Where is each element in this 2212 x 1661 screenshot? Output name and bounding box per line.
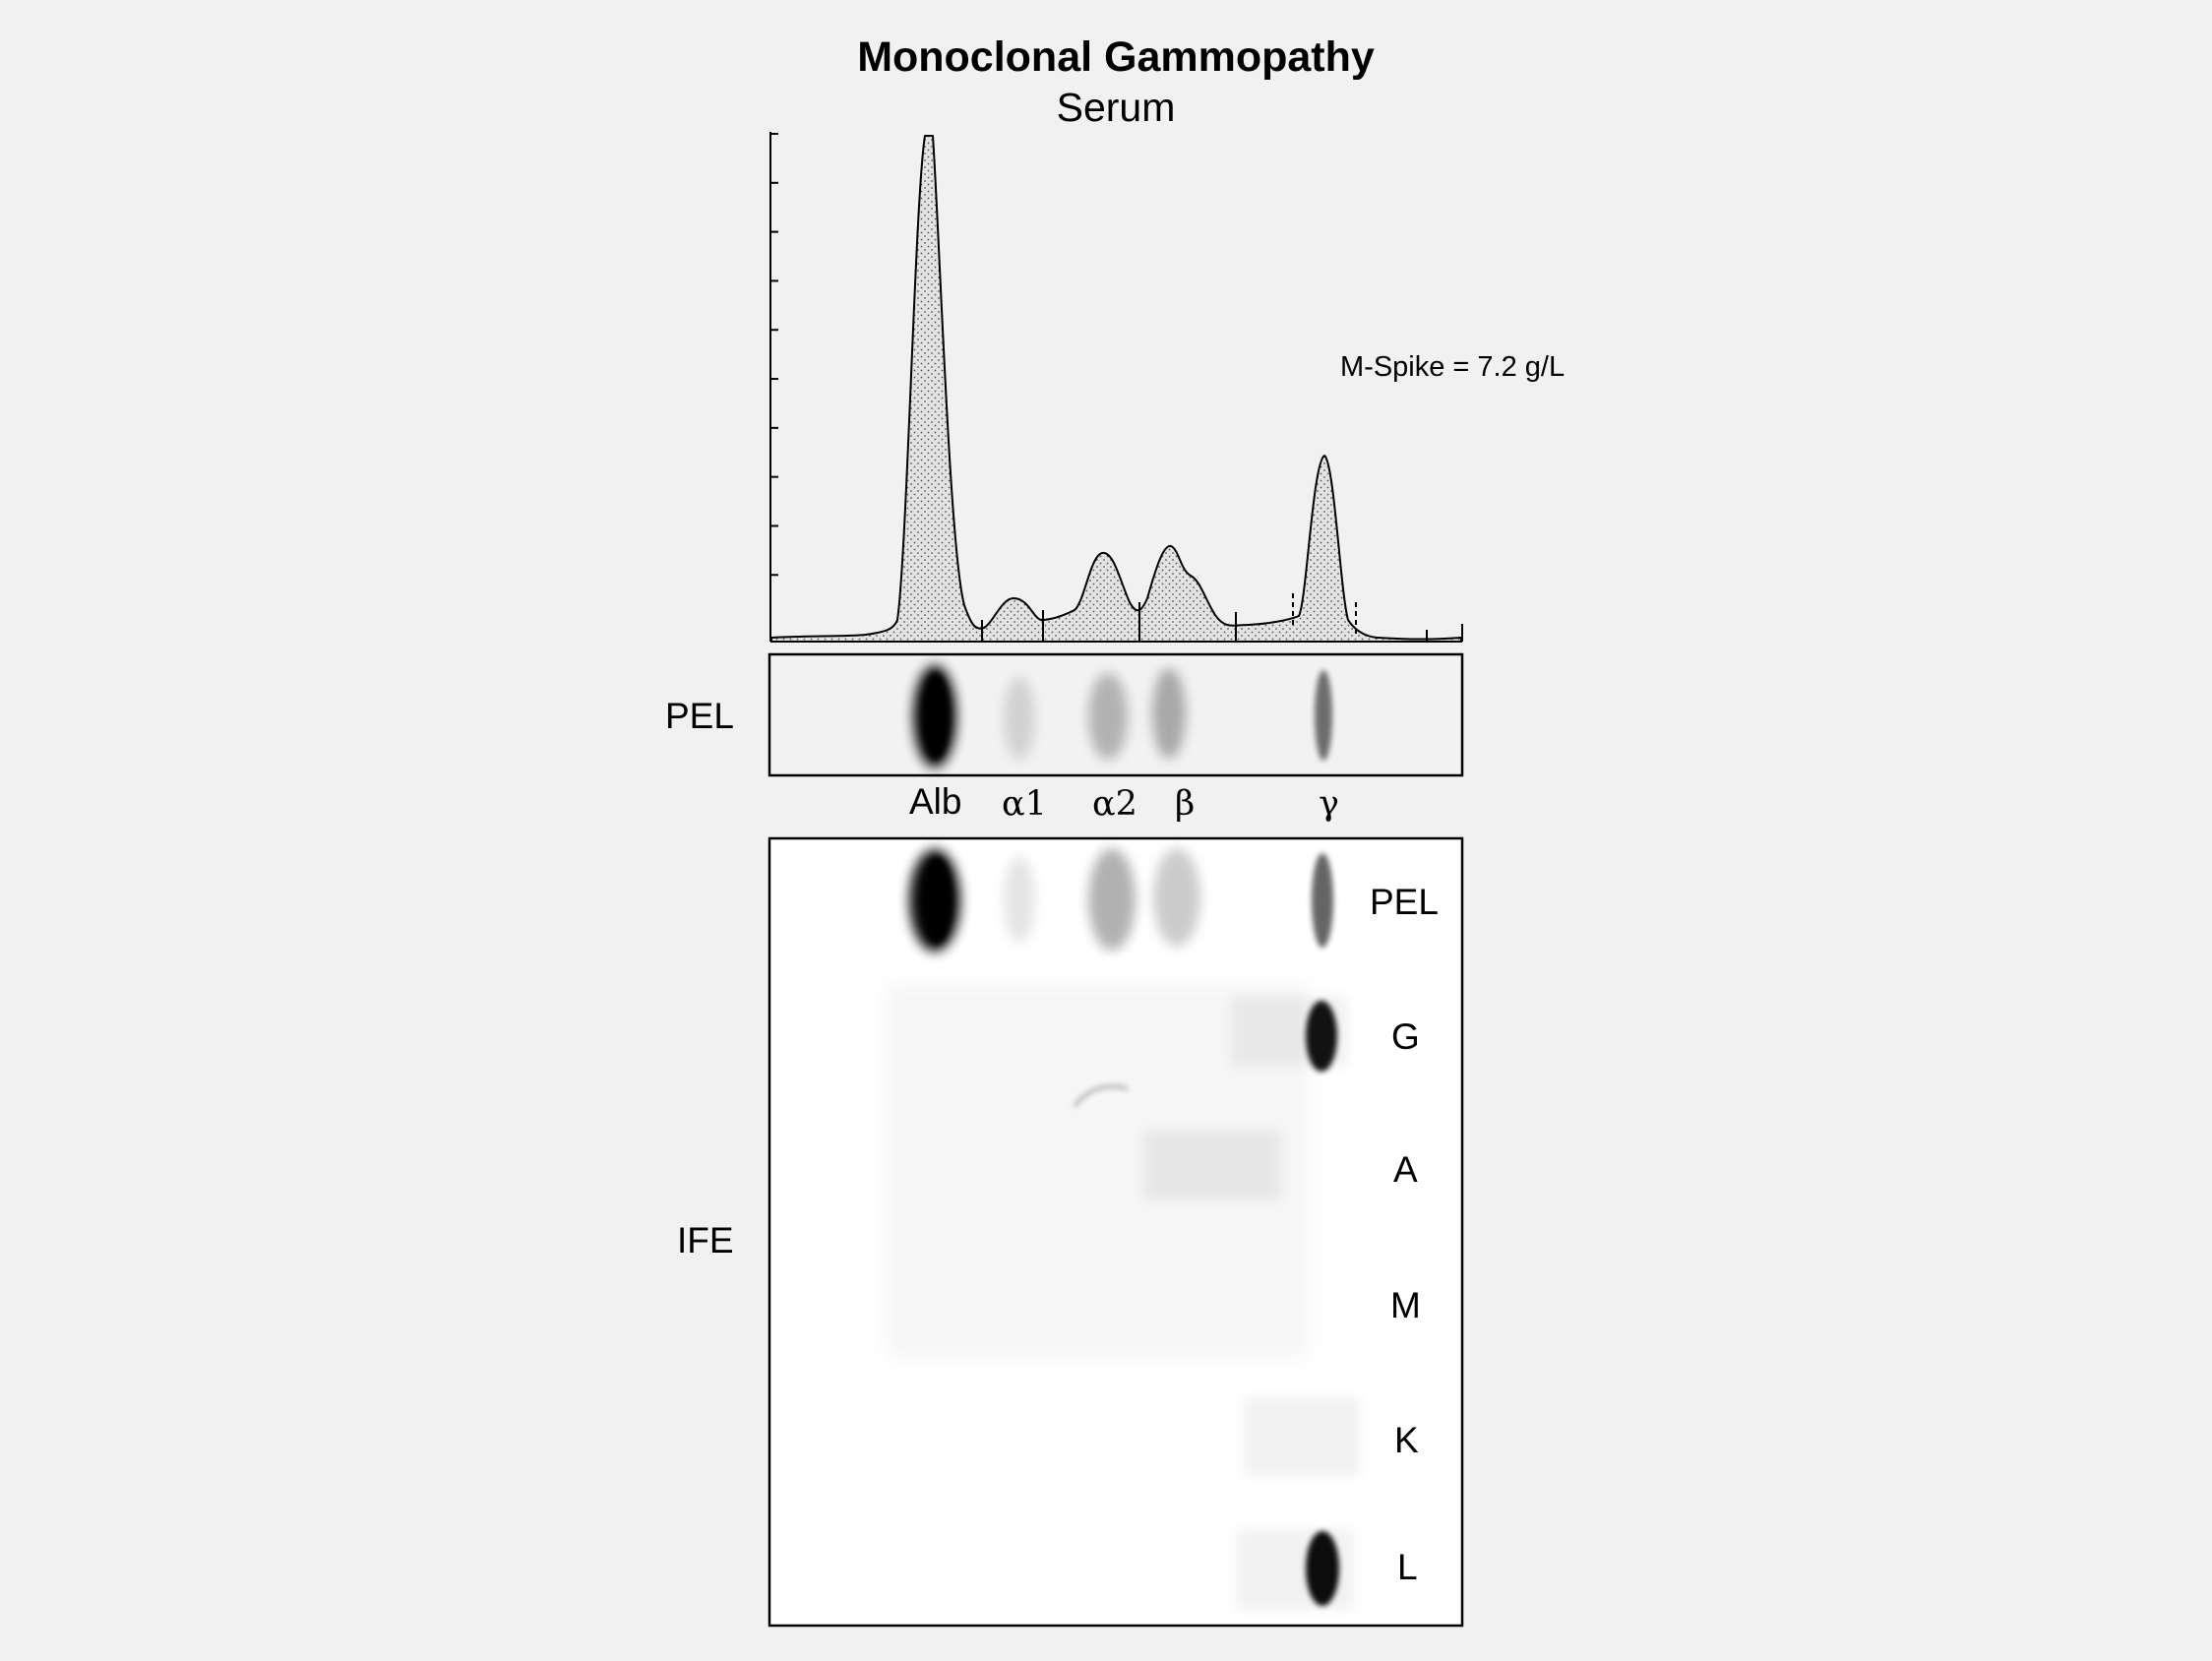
m-spike-annotation: M-Spike = 7.2 g/L [1340,351,1565,383]
pel-bands [913,665,1332,768]
ife-lane-label-pel: PEL [1370,882,1439,922]
fraction-label-beta: β [1175,784,1195,824]
ife-lane-label-a: A [1393,1149,1418,1190]
ife-lane-label-k: K [1394,1420,1419,1460]
pel-band-g [1315,670,1332,761]
pel-band-a2 [1088,673,1128,760]
figure-title: Monoclonal Gammopathy [857,33,1375,81]
ife-pel-band-a2 [1088,848,1136,951]
fraction-label-alpha2: α2 [1092,784,1137,824]
ife-l-band-gamma [1306,1531,1339,1606]
ife-row-label: IFE [677,1220,734,1261]
ife-pel-band-b [1153,848,1200,947]
ife-lane-label-m: M [1390,1285,1421,1325]
pel-strip: PEL [665,652,1464,777]
ife-lane-label-l: L [1397,1547,1418,1587]
ife-lane-g [1230,996,1348,1072]
pel-row-label: PEL [665,696,734,736]
fraction-label-gamma: γ [1319,784,1339,824]
figure-subtitle: Serum [1056,85,1176,130]
ife-pel-band-alb-core [921,857,952,944]
densitometry-y-ticks [770,133,778,577]
densitometry-curve [770,135,1462,643]
ife-a-smear-beta [1143,1130,1281,1200]
ife-lane-k [1244,1397,1360,1476]
ife-gel: PEL G A M K L IFE [677,836,1464,1628]
pel-band-alb-core [922,673,950,760]
fraction-labels: Alb α1 α2 β γ [909,781,1339,824]
fraction-label-alpha1: α1 [1002,784,1047,824]
pel-band-b [1152,668,1186,759]
ife-lane-pel [909,848,1333,952]
fraction-separators [981,593,1463,642]
ife-k-smear-gamma [1244,1397,1360,1476]
fraction-label-alb: Alb [909,781,961,822]
ife-lane-label-g: G [1391,1016,1420,1057]
pel-band-a1 [1004,677,1035,760]
ife-pel-band-g [1312,853,1333,948]
ife-lane-labels: PEL G A M K L [1370,882,1439,1587]
ife-lane-l [1236,1529,1354,1610]
ife-lane-a [1073,1084,1281,1200]
ife-a-arc [1073,1084,1129,1107]
ife-g-band-gamma [1306,1001,1337,1072]
ife-pel-band-a1 [1004,856,1035,943]
densitometry-plot: M-Spike = 7.2 g/L [769,132,1565,643]
